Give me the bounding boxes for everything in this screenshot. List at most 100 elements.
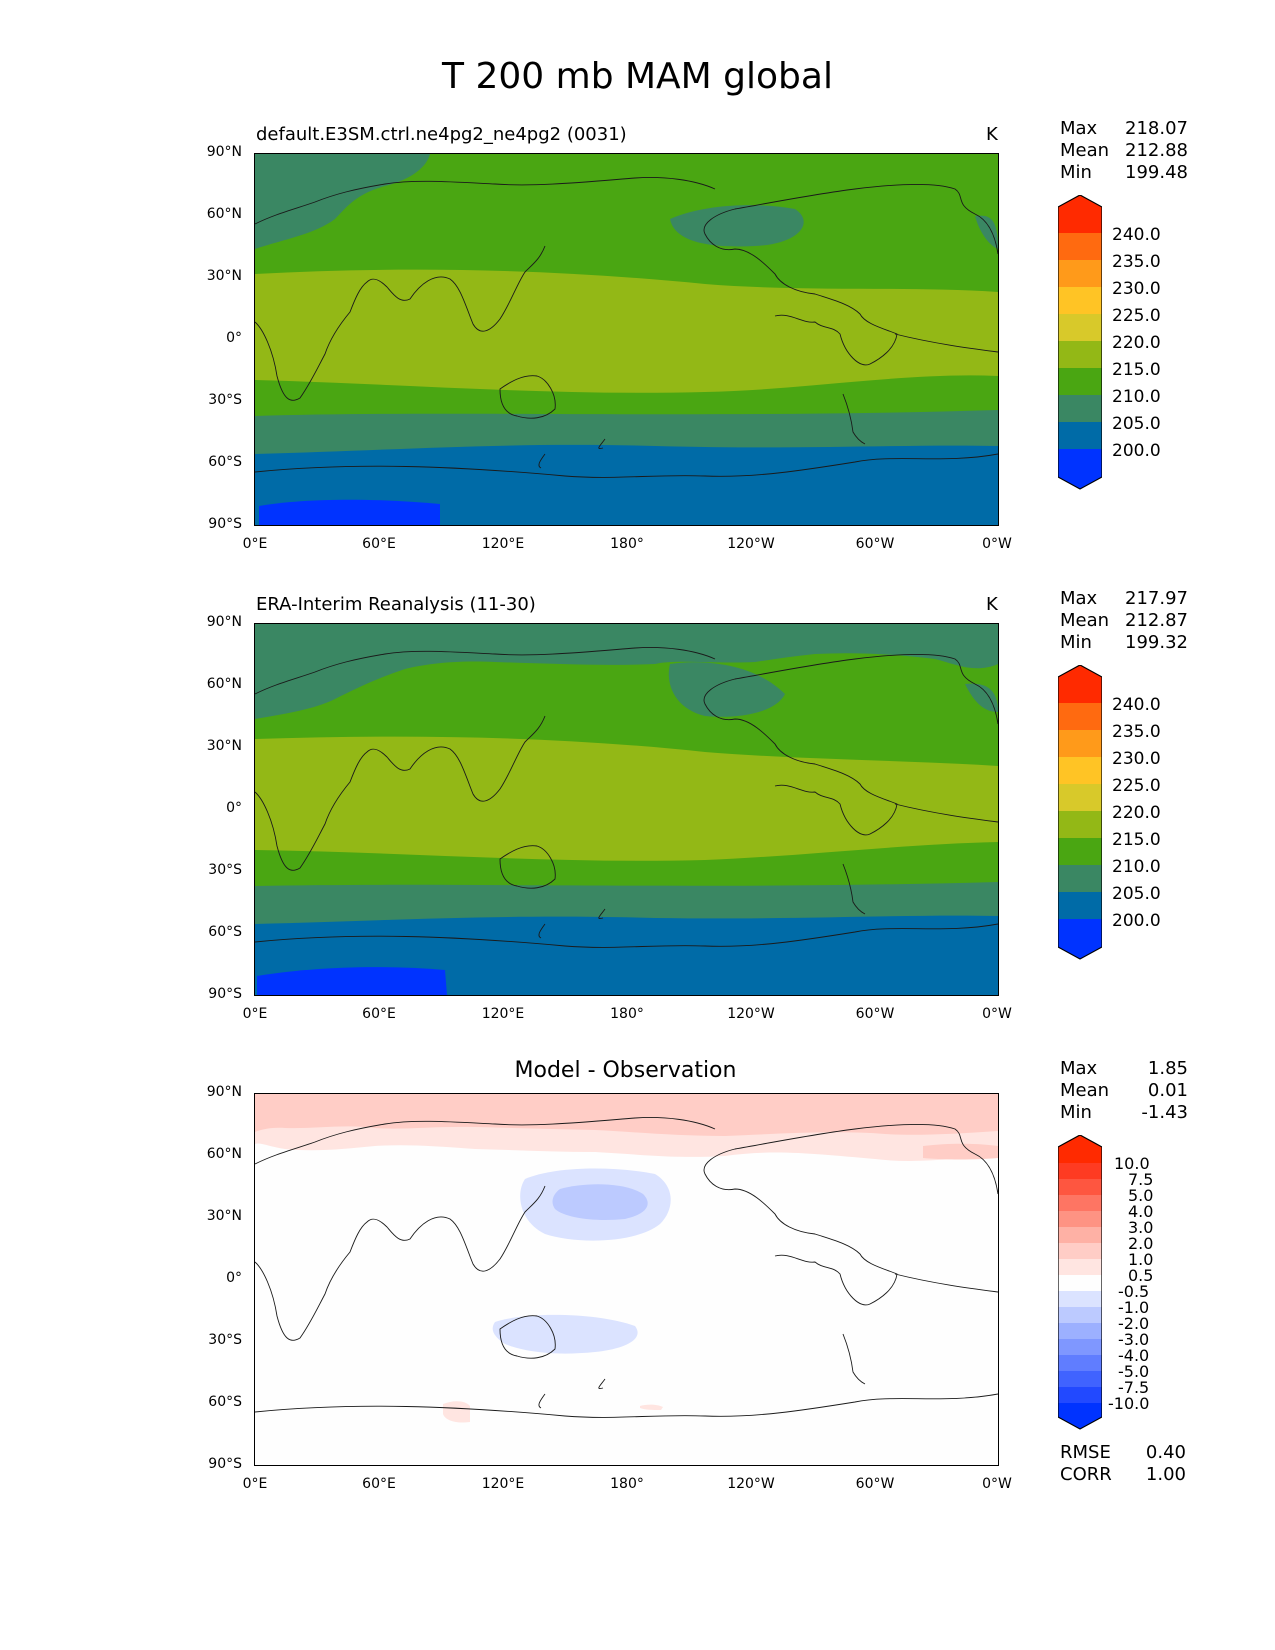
panel-2-lat-60s: 60°S [208, 924, 242, 940]
panel-1-lat-60s: 60°S [208, 454, 242, 470]
cbar-1-230-235 [1058, 260, 1102, 287]
panel-1-lon-180: 180° [610, 536, 644, 552]
panel-3-lon-120e: 120°E [481, 1476, 525, 1492]
panel-2-map [254, 623, 999, 996]
panel-2-lon-0w: 0°W [982, 1006, 1012, 1022]
cbar-1-label-240: 240.0 [1112, 225, 1161, 245]
panel-1-map [254, 153, 999, 526]
panel-2-lat-0: 0° [226, 800, 242, 816]
cbar-1-label-220: 220.0 [1112, 333, 1161, 353]
panel-1-field-205-210-north [255, 154, 430, 249]
cbar-3-label-5: 5.0 [1128, 1186, 1154, 1205]
panel-1-map-svg [255, 154, 998, 525]
panel-3-lat-60s: 60°S [208, 1394, 242, 1410]
panel-1-lat-0: 0° [226, 330, 242, 346]
cbar-3-label-0-5: 0.5 [1128, 1266, 1154, 1285]
panel-1-lon-0e: 0°E [242, 536, 268, 552]
cbar-3-neg-4 [1058, 1355, 1102, 1371]
cbar-2-over [1058, 665, 1102, 703]
cbar-3-7-5-10 [1058, 1163, 1102, 1179]
cbar-1-label-230: 230.0 [1112, 279, 1161, 299]
panel-1-units: K [986, 124, 998, 145]
panel-2-colorbar [1058, 665, 1102, 960]
panel-2-lon-180: 180° [610, 1006, 644, 1022]
cbar-3-under [1058, 1403, 1102, 1429]
cbar-2-215-220 [1058, 811, 1102, 838]
cbar-1-225-230 [1058, 287, 1102, 314]
panel-3-lon-0e: 0°E [242, 1476, 268, 1492]
panel-3-title: Model - Observation [514, 1058, 737, 1083]
cbar-3-over [1058, 1135, 1102, 1163]
panel-1-field-200-205 [255, 444, 998, 525]
stat-min-label: Min [1060, 1102, 1092, 1123]
panel-1-field-205-210-atlantic [975, 215, 998, 249]
panel-1-lon-120w: 120°W [727, 536, 775, 552]
cbar-3-label-neg-7-5: -7.5 [1118, 1378, 1150, 1397]
panel-1-lat-90n: 90°N [206, 144, 242, 160]
panel-1-lon-120e: 120°E [481, 536, 525, 552]
cbar-3-2-3 [1058, 1227, 1102, 1243]
cbar-3-label-neg-5: -5.0 [1118, 1362, 1150, 1381]
stat-max-label: Max [1060, 1058, 1098, 1079]
panel-1-colorbar [1058, 195, 1102, 490]
cbar-1-over [1058, 195, 1102, 233]
cbar-2-205-210 [1058, 865, 1102, 892]
cbar-2-label-230: 230.0 [1112, 749, 1161, 769]
cbar-1-label-235: 235.0 [1112, 252, 1161, 272]
panel-1-lat-30s: 30°S [208, 392, 242, 408]
panel-2-field-215-220 [255, 736, 998, 861]
panel-3-field-pos-antarctic-small [640, 1404, 663, 1410]
panel-1-lat-60n: 60°N [206, 206, 242, 222]
rmse-label: RMSE [1060, 1442, 1111, 1463]
cbar-1-200-205 [1058, 422, 1102, 449]
cbar-3-label-3: 3.0 [1128, 1218, 1154, 1237]
cbar-3-3-4 [1058, 1211, 1102, 1227]
panel-3-lat-90n: 90°N [206, 1084, 242, 1100]
panel-3-lat-30s: 30°S [208, 1332, 242, 1348]
cbar-2-label-210: 210.0 [1112, 857, 1161, 877]
rmse-value: 0.40 [1145, 1442, 1186, 1463]
cbar-2-210-215 [1058, 838, 1102, 865]
cbar-3-label-4: 4.0 [1128, 1202, 1154, 1221]
panel-2-lon-60w: 60°W [855, 1006, 895, 1022]
stat-min-value: -1.43 [1141, 1102, 1188, 1123]
cbar-2-225-230 [1058, 757, 1102, 784]
panel-2-field-205-210-atlantic [965, 683, 998, 712]
panel-3-coastlines [255, 1117, 998, 1418]
cbar-3-4-5 [1058, 1195, 1102, 1211]
panel-2-lon-0e: 0°E [242, 1006, 268, 1022]
panel-3-lat-60n: 60°N [206, 1146, 242, 1162]
panel-3-field-pos-1 [255, 1094, 998, 1136]
cbar-3-label-neg-2: -2.0 [1118, 1314, 1150, 1333]
cbar-1-220-225 [1058, 314, 1102, 341]
panel-1-field-215-220 [255, 269, 998, 393]
panel-3-lon-60e: 60°E [362, 1476, 396, 1492]
cbar-2-label-200: 200.0 [1112, 911, 1161, 931]
cbar-3-0-5-1 [1058, 1259, 1102, 1275]
stat-mean-label: Mean [1060, 1080, 1110, 1101]
panel-2-field-205-210-pacific [668, 662, 785, 717]
cbar-3-label-neg-0-5: -0.5 [1118, 1282, 1150, 1301]
cbar-3-neg-5 [1058, 1371, 1102, 1387]
panel-2-coastlines [255, 647, 998, 948]
cbar-2-label-240: 240.0 [1112, 695, 1161, 715]
cbar-2-235-240 [1058, 703, 1102, 730]
stat-mean-value: 212.88 [1125, 140, 1188, 161]
cbar-3-neutral [1058, 1275, 1102, 1291]
panel-3-lat-0: 0° [226, 1270, 242, 1286]
cbar-3-label-neg-1: -1.0 [1118, 1298, 1150, 1317]
panel-1-coastlines [255, 177, 998, 478]
stat-max-value: 217.97 [1125, 588, 1188, 609]
panel-1-title: default.E3SM.ctrl.ne4pg2_ne4pg2 (0031) [256, 124, 627, 145]
stat-max-value: 218.07 [1125, 118, 1188, 139]
stat-min-label: Min [1060, 162, 1092, 183]
stat-mean-value: 212.87 [1125, 610, 1188, 631]
panel-3-colorbar [1058, 1135, 1102, 1430]
panel-1-field-205-210-pacific [670, 205, 804, 247]
cbar-1-label-215: 215.0 [1112, 360, 1161, 380]
corr-label: CORR [1060, 1464, 1112, 1485]
corr-value: 1.00 [1145, 1464, 1186, 1485]
panel-1-lon-60w: 60°W [855, 536, 895, 552]
panel-3-map [254, 1093, 999, 1466]
panel-2-lat-90s: 90°S [208, 986, 242, 1002]
